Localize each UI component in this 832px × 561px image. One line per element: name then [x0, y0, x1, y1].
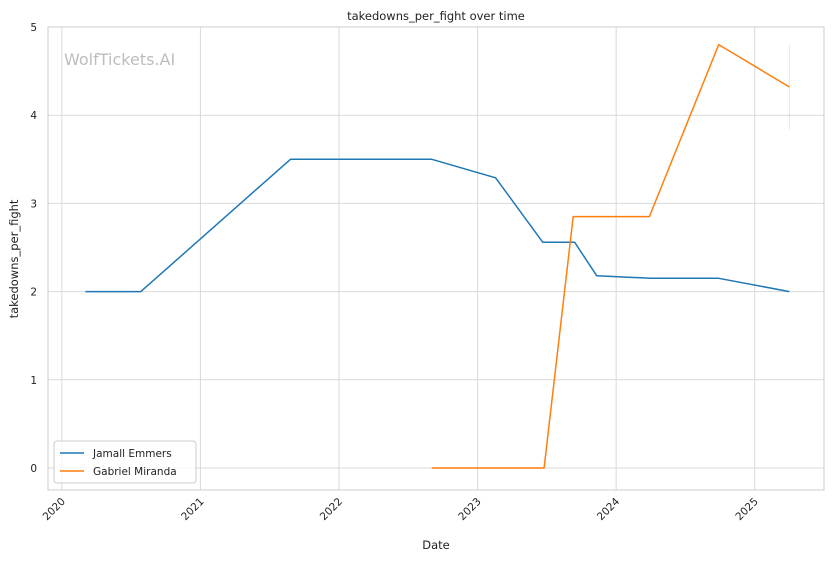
y-tick-label: 5 — [30, 22, 37, 34]
x-axis-label: Date — [422, 538, 450, 552]
plot-frame — [47, 26, 825, 491]
legend-box — [53, 440, 197, 484]
chart-title: takedowns_per_fight over time — [347, 9, 525, 23]
legend-label-series-2: Gabriel Miranda — [93, 466, 177, 478]
y-tick-label: 1 — [30, 375, 37, 387]
y-tick-label: 0 — [30, 463, 37, 475]
watermark: WolfTickets.AI — [64, 50, 175, 69]
legend: Jamall Emmers Gabriel Miranda — [53, 440, 197, 484]
y-tick-label: 3 — [30, 198, 37, 210]
grid — [48, 26, 824, 490]
series-line-1 — [85, 158, 790, 293]
y-tick-label: 4 — [30, 110, 37, 122]
legend-label-series-1: Jamall Emmers — [92, 448, 172, 460]
series-line-2 — [431, 43, 790, 469]
y-tick-label: 2 — [30, 287, 37, 299]
y-axis-label: takedowns_per_fight — [7, 199, 21, 318]
series-layer — [85, 43, 790, 469]
